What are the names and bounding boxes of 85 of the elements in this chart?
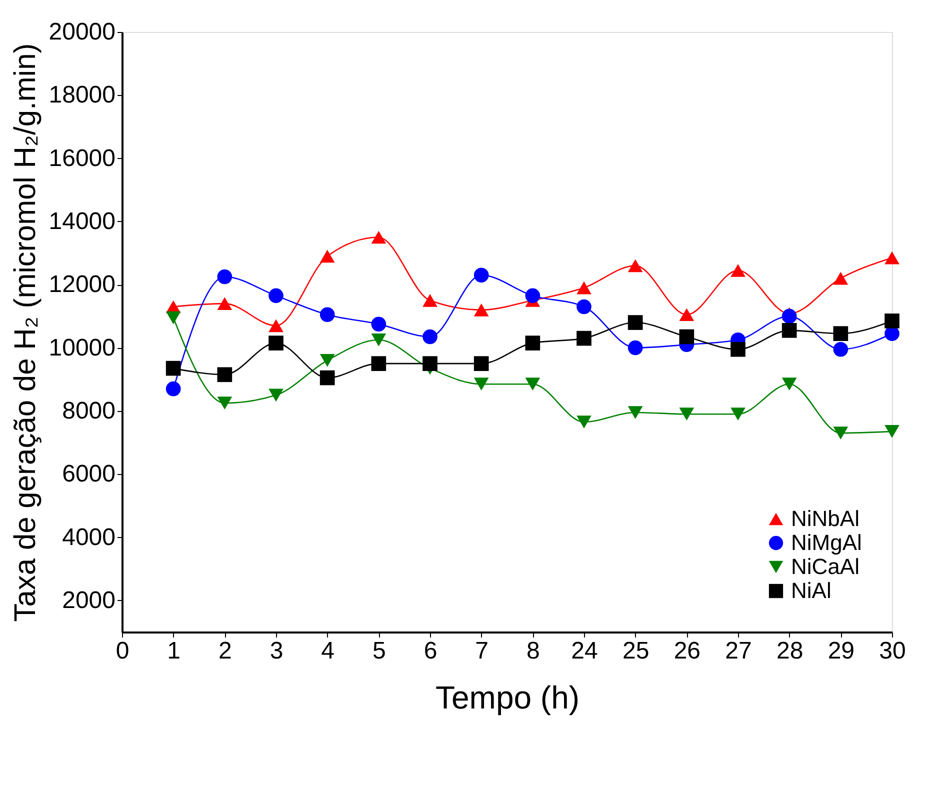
x-tick-label: 7: [475, 638, 489, 664]
point: [884, 314, 900, 328]
x-tick-label: 24: [571, 638, 598, 664]
point: [371, 333, 386, 346]
point: [474, 303, 489, 316]
x-tick-label: 6: [424, 638, 438, 664]
y-tick-label: 14000: [48, 208, 116, 235]
point: [474, 356, 489, 371]
point: [320, 307, 335, 322]
point: [782, 323, 797, 338]
point: [217, 367, 232, 382]
y-tick-label: 4000: [62, 524, 116, 551]
x-tick-label: 26: [674, 638, 701, 664]
point: [371, 356, 386, 371]
point: [268, 288, 284, 304]
point: [474, 378, 489, 391]
legend-label: NiAl: [791, 578, 832, 603]
point: [730, 342, 746, 357]
legend-label: NiMgAl: [791, 530, 862, 555]
x-tick-label: 30: [879, 638, 906, 664]
point: [730, 408, 746, 421]
point: [576, 330, 592, 346]
y-tick-label: 10000: [48, 334, 116, 362]
point: [268, 336, 284, 350]
point: [217, 269, 232, 284]
point: [217, 396, 232, 410]
point: [833, 272, 848, 285]
y-tick-label: 18000: [48, 82, 116, 109]
x-tick-label: 25: [622, 638, 650, 664]
point: [422, 329, 438, 344]
point: [576, 281, 592, 294]
point: [884, 425, 900, 438]
point: [422, 356, 438, 371]
point: [833, 326, 848, 341]
y-tick-label: 12000: [48, 271, 116, 298]
point: [320, 250, 335, 263]
point: [576, 299, 592, 314]
point: [371, 230, 386, 244]
point: [268, 388, 284, 402]
point: [833, 426, 848, 440]
point: [525, 336, 540, 350]
x-tick-label: 29: [828, 638, 855, 664]
y-tick-label: 20000: [48, 18, 116, 46]
x-tick-label: 28: [776, 638, 804, 664]
legend-label: NiNbAl: [791, 506, 860, 531]
y-tick-label: 8000: [62, 397, 116, 424]
y-tick-label: 2000: [62, 586, 116, 614]
x-tick-label: 27: [725, 638, 752, 664]
point: [166, 381, 181, 396]
point: [679, 408, 694, 421]
x-tick-label: 5: [372, 638, 386, 664]
x-tick-label: 0: [116, 638, 130, 664]
point: [884, 251, 900, 264]
x-axis-title: Tempo (h): [435, 680, 580, 716]
point: [782, 378, 797, 391]
point: [628, 259, 643, 272]
x-tick-label: 2: [218, 638, 232, 664]
point: [320, 354, 335, 367]
point: [525, 288, 540, 304]
point: [576, 416, 592, 428]
point: [268, 319, 284, 332]
point: [833, 342, 848, 357]
y-tick-label: 16000: [48, 144, 116, 172]
point: [320, 370, 335, 386]
legend-label: NiCaAl: [791, 554, 860, 579]
x-tick-label: 1: [167, 638, 181, 664]
point: [730, 264, 746, 277]
point: [679, 308, 694, 322]
point: [628, 340, 643, 356]
point: [679, 329, 694, 344]
point: [474, 268, 489, 283]
point: [166, 360, 181, 376]
point: [166, 311, 181, 324]
point: [628, 406, 643, 419]
point: [422, 294, 438, 307]
x-tick-label: 4: [321, 638, 335, 664]
point: [525, 378, 540, 391]
x-tick-label: 8: [526, 638, 540, 664]
point: [371, 316, 386, 332]
y-axis-title: Taxa de geração de H₂ (micromol H₂/g.min): [8, 43, 42, 622]
point: [217, 297, 232, 310]
x-tick-label: 3: [270, 638, 284, 664]
point: [782, 308, 797, 324]
point: [628, 315, 643, 330]
y-tick-label: 6000: [62, 460, 116, 488]
